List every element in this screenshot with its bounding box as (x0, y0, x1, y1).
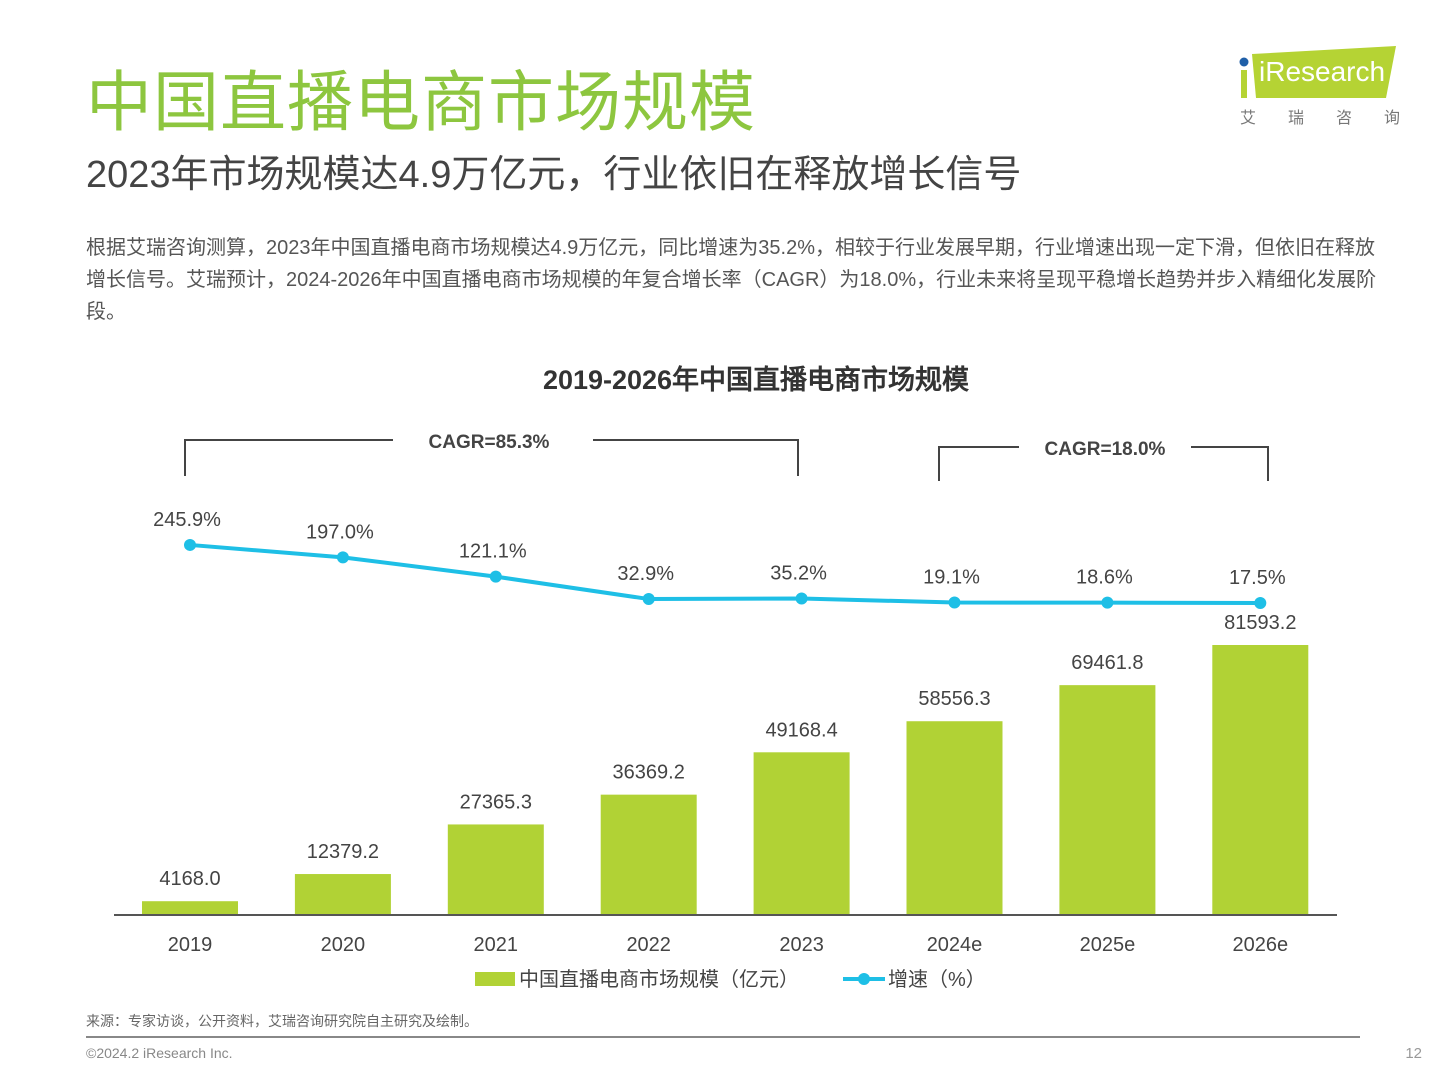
logo-char: 询 (1383, 110, 1400, 127)
footer-divider (86, 1036, 1360, 1038)
bar-value-label: 69461.8 (1071, 652, 1143, 674)
logo-char: 咨 (1335, 110, 1352, 127)
growth-point-2023 (795, 592, 808, 605)
growth-value-label: 32.9% (617, 563, 674, 585)
bar-2019 (142, 901, 238, 915)
cagr-bracket (938, 446, 1269, 481)
growth-value-label: 245.9% (153, 509, 221, 531)
x-tick-label: 2022 (626, 934, 671, 956)
iresearch-logo (1239, 46, 1396, 98)
x-tick-label: 2024e (927, 934, 983, 956)
legend: 中国直播电商市场规模（亿元） 增速（%） (475, 968, 986, 991)
source-note: 来源：专家访谈，公开资料，艾瑞咨询研究院自主研究及绘制。 (86, 1013, 478, 1029)
x-tick-label: 2020 (321, 934, 366, 956)
cagr-label: CAGR=18.0% (1045, 439, 1166, 460)
chart-title: 2019-2026年中国直播电商市场规模 (543, 364, 969, 395)
bar-value-label: 4168.0 (159, 868, 220, 890)
growth-point-2019 (184, 538, 196, 551)
legend-line-label: 增速（%） (888, 968, 986, 991)
growth-point-2026e (1254, 596, 1267, 609)
x-tick-label: 2019 (168, 934, 213, 956)
growth-point-2021 (489, 570, 502, 583)
legend-bar-label: 中国直播电商市场规模（亿元） (519, 968, 799, 991)
bar-value-label: 27365.3 (460, 791, 532, 813)
growth-value-label: 17.5% (1229, 567, 1286, 589)
growth-value-label: 197.0% (306, 521, 374, 543)
bar-2025e (1059, 685, 1156, 915)
logo-text: iResearch (1259, 56, 1386, 87)
growth-point-2024e (948, 596, 961, 609)
growth-point-2022 (642, 593, 655, 606)
bar-2026e (1212, 645, 1309, 915)
x-tick-label: 2021 (474, 934, 519, 956)
cagr-bracket (184, 439, 799, 476)
legend-line-marker (858, 973, 870, 985)
bar-value-label: 12379.2 (307, 841, 379, 863)
growth-value-label: 19.1% (923, 567, 980, 589)
x-tick-label: 2025e (1080, 934, 1136, 956)
growth-line (189, 542, 1261, 605)
growth-value-label: 35.2% (770, 562, 827, 584)
bar-value-label: 36369.2 (613, 762, 685, 784)
page-number: 12 (1405, 1045, 1422, 1062)
legend-bar-swatch (475, 972, 515, 986)
bar-value-label: 49168.4 (765, 719, 837, 741)
page-subtitle: 2023年市场规模达4.9万亿元，行业依旧在释放增长信号 (86, 154, 1022, 196)
logo-char: 艾 (1240, 110, 1257, 127)
x-tick-label: 2023 (779, 934, 824, 956)
logo-char: 瑞 (1287, 110, 1304, 127)
bar-2024e (906, 721, 1003, 915)
bar-2023 (753, 752, 850, 915)
bar-2021 (447, 824, 544, 915)
bar-value-label: 58556.3 (918, 688, 990, 710)
logo-cn: 艾 瑞 咨 询 (1240, 104, 1400, 128)
page-title: 中国直播电商市场规模 (86, 65, 756, 139)
growth-value-label: 121.1% (459, 541, 527, 563)
growth-value-label: 18.6% (1076, 567, 1133, 589)
growth-point-2025e (1101, 596, 1114, 609)
x-tick-label: 2026e (1232, 934, 1288, 956)
bar-value-label: 81593.2 (1224, 612, 1296, 634)
summary-paragraph: 根据艾瑞咨询测算，2023年中国直播电商市场规模达4.9万亿元，同比增速为35.… (86, 237, 1377, 323)
bar-2020 (294, 874, 391, 915)
cagr-label: CAGR=85.3% (429, 432, 550, 453)
copyright: ©2024.2 iResearch Inc. (86, 1045, 233, 1061)
bar-2022 (600, 794, 697, 915)
growth-point-2020 (336, 551, 349, 564)
